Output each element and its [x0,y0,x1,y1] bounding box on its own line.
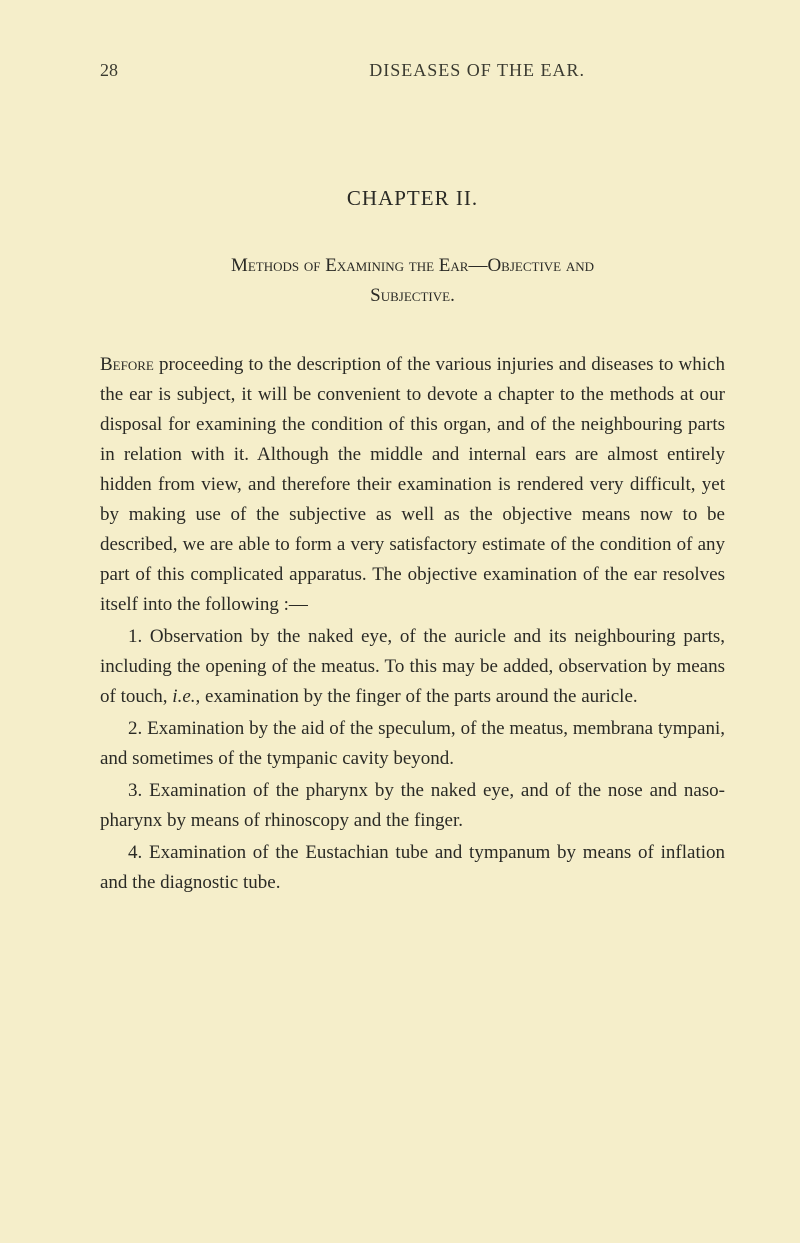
body-paragraph-3: 3. Examination of the pharynx by the nak… [100,776,725,836]
page-header: 28 DISEASES OF THE EAR. [100,60,725,81]
body-paragraph-1: 1. Observation by the naked eye, of the … [100,622,725,712]
running-header: DISEASES OF THE EAR. [369,60,585,81]
para2-italic: i.e. [172,686,195,707]
para1-text: proceeding to the description of the var… [100,354,725,615]
para2-post: , examination by the finger of the parts… [196,686,638,707]
chapter-subtitle: Methods of Examining the Ear—Objective a… [100,251,725,312]
page-number: 28 [100,60,118,81]
chapter-title: CHAPTER II. [100,186,725,211]
body-paragraph-4: 4. Examination of the Eustachian tube an… [100,838,725,898]
body-paragraph-2: 2. Examination by the aid of the speculu… [100,714,725,774]
subtitle-line-1: Methods of Examining the Ear—Objective a… [231,255,594,276]
body-paragraph-intro: Before proceeding to the description of … [100,350,725,620]
first-word: Before [100,354,154,375]
subtitle-line-2: Subjective. [370,285,455,306]
